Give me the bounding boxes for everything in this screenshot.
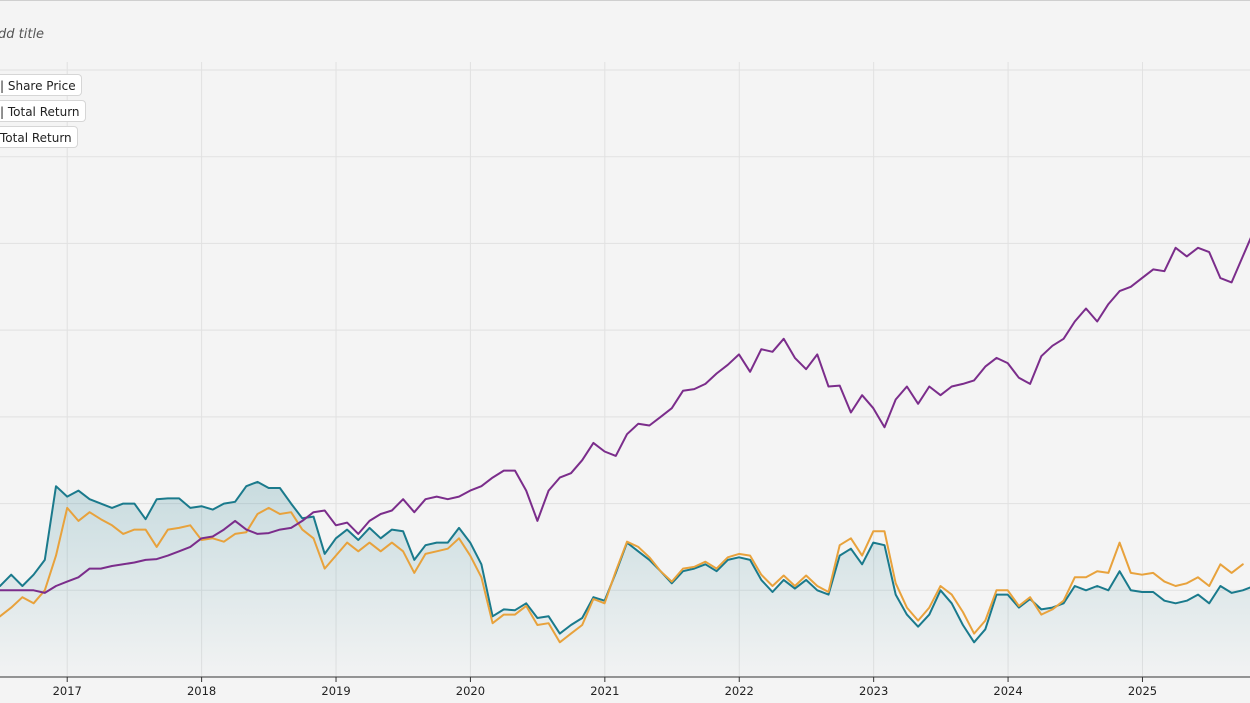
legend-item-2[interactable]: Total Return	[0, 126, 78, 148]
series-line-1[interactable]	[0, 506, 1244, 644]
grid-lines	[0, 62, 1250, 677]
chart-title[interactable]: dd title	[0, 27, 45, 42]
x-axis: 2017 2018 2019 2020 2021 2022 2023 2024 2025	[0, 676, 1250, 698]
x-tick-label: 2020	[456, 684, 485, 698]
x-tick-label: 2023	[859, 684, 888, 698]
x-tick-label: 2019	[321, 684, 350, 698]
x-tick-label: 2018	[187, 684, 216, 698]
x-tick-label: 2024	[993, 684, 1022, 698]
legend-item-1[interactable]: | Total Return	[0, 100, 86, 122]
x-tick-label: 2022	[725, 684, 754, 698]
legend-label: Total Return	[0, 131, 72, 145]
series-lines	[0, 178, 1250, 644]
top-border	[0, 0, 1250, 1]
x-tick-label: 2017	[53, 684, 82, 698]
x-tick-label: 2025	[1128, 684, 1157, 698]
x-tick-label: 2021	[590, 684, 619, 698]
series-areas	[0, 481, 1250, 677]
legend-item-0[interactable]: | Share Price	[0, 74, 82, 96]
legend-label: | Share Price	[0, 79, 76, 93]
series-line-2[interactable]	[0, 178, 1250, 594]
legend-label: | Total Return	[0, 105, 80, 119]
series-area-0	[0, 481, 1250, 677]
